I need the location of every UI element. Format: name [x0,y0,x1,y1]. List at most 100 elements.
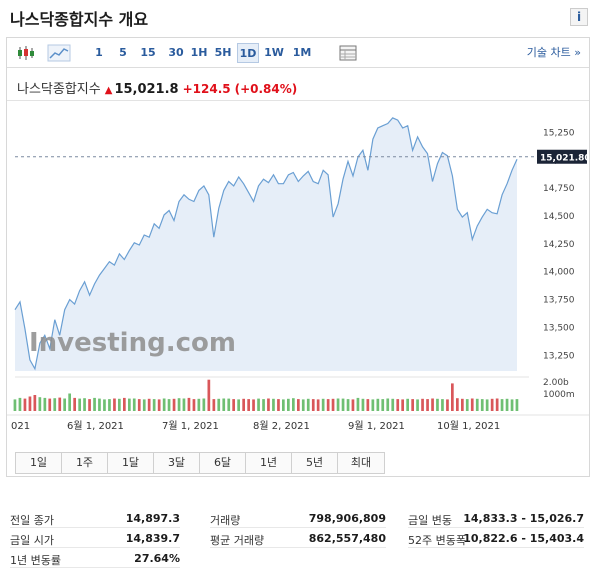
volume-bar [98,398,101,411]
volume-bar [321,398,325,411]
volume-bar [505,398,509,411]
price-chart[interactable]: 15,25015,00014,75014,50014,25014,00013,7… [7,101,589,446]
index-price: 15,021.8 [114,82,179,97]
volume-bar [207,379,211,411]
interval-button-5[interactable]: 5 [119,46,127,59]
stat-value: 862,557,480 [308,532,386,545]
interval-button-1m[interactable]: 1M [292,46,312,59]
volume-bar [247,399,250,411]
volume-bar [356,397,360,411]
volume-bar [142,399,146,411]
volume-bar [28,396,32,411]
volume-bar [257,398,260,411]
stat-row: 금일 시가 14,839.7 [10,530,180,548]
range-button-7[interactable]: 최대 [338,453,384,473]
y-tick-label: 15,250 [543,128,575,138]
volume-bar [267,398,270,411]
y-tick-label: 13,500 [543,323,575,333]
volume-bar [53,398,57,411]
volume-bar [182,398,186,411]
volume-bar [346,399,350,411]
volume-bar [421,398,424,411]
volume-bar [371,399,375,411]
volume-bar [485,399,489,411]
candlestick-icon[interactable] [15,43,37,63]
range-button-1[interactable]: 1주 [62,453,108,473]
interval-button-1[interactable]: 1 [95,46,103,59]
info-icon[interactable]: i [570,8,588,26]
volume-bar [272,398,275,411]
volume-bar [217,398,221,411]
interval-button-1h[interactable]: 1H [190,46,208,59]
interval-button-30[interactable]: 30 [168,46,184,59]
volume-bar [13,399,17,411]
range-button-3[interactable]: 3달 [154,453,200,473]
volume-bar [277,399,280,411]
volume-bar [441,399,444,411]
volume-bar [33,395,37,411]
volume-bar [282,399,285,411]
volume-bar [376,398,380,411]
volume-bar [212,399,216,411]
volume-bar [391,398,395,411]
title-bar: 나스닥종합지수 개요 i [8,2,592,32]
area-chart-icon[interactable] [47,43,71,63]
volume-bar [386,398,390,411]
table-view-icon[interactable] [337,43,359,63]
volume-bar [361,398,365,411]
volume-bar [93,397,96,411]
volume-bar [396,399,400,411]
volume-bar [306,398,310,411]
volume-bar [461,398,464,411]
y-tick-label: 14,750 [543,184,575,194]
range-button-0[interactable]: 1일 [16,453,62,473]
stat-label: 52주 변동폭 [408,534,466,547]
volume-bar [78,398,81,411]
y-tick-label: 14,500 [543,212,575,222]
interval-button-1w[interactable]: 1W [264,46,284,59]
volume-bar [132,398,136,411]
interval-button-5h[interactable]: 5H [214,46,232,59]
volume-bar [426,399,429,411]
volume-bar [58,397,62,411]
volume-bar [63,398,66,411]
index-name: 나스닥종합지수 [17,82,101,97]
volume-bar [301,399,305,411]
investing-watermark: Investing.com [29,328,236,358]
volume-tick-label: 2.00b [543,378,569,388]
technical-chart-link[interactable]: 기술 차트 » [526,46,581,59]
volume-bar [123,397,126,411]
divider [7,100,589,101]
volume-bar [172,398,176,411]
volume-bar [252,399,255,411]
time-range-selector: 1일 1주 1달 3달 6달 1년 5년 최대 [15,452,385,474]
stat-value: 14,833.3 - 15,026.7 [463,512,584,525]
range-button-5[interactable]: 1년 [246,453,292,473]
volume-bar [297,399,300,411]
volume-bar [222,398,226,411]
volume-bar [237,399,240,411]
interval-button-1d[interactable]: 1D [237,43,259,63]
range-button-2[interactable]: 1달 [108,453,154,473]
volume-bar [137,399,141,411]
volume-bar [48,398,52,411]
volume-bar [416,399,419,411]
volume-bar [242,398,245,411]
volume-bar [436,398,439,411]
volume-bar [292,398,295,411]
stat-value: 14,839.7 [125,532,180,545]
y-tick-label: 14,250 [543,240,575,250]
interval-button-15[interactable]: 15 [140,46,156,59]
range-button-6[interactable]: 5년 [292,453,338,473]
volume-bar [326,399,330,411]
stat-row: 52주 변동폭 10,822.6 - 15,403.4 [408,530,584,548]
volume-tick-label: 1000m [543,390,575,400]
y-tick-label: 13,250 [543,351,575,361]
volume-bar [232,399,235,411]
volume-bar [411,399,414,411]
range-button-4[interactable]: 6달 [200,453,246,473]
volume-bar [341,398,345,411]
volume-bar [331,398,335,411]
up-arrow-icon: ▲ [104,85,113,96]
volume-bar [465,399,469,411]
